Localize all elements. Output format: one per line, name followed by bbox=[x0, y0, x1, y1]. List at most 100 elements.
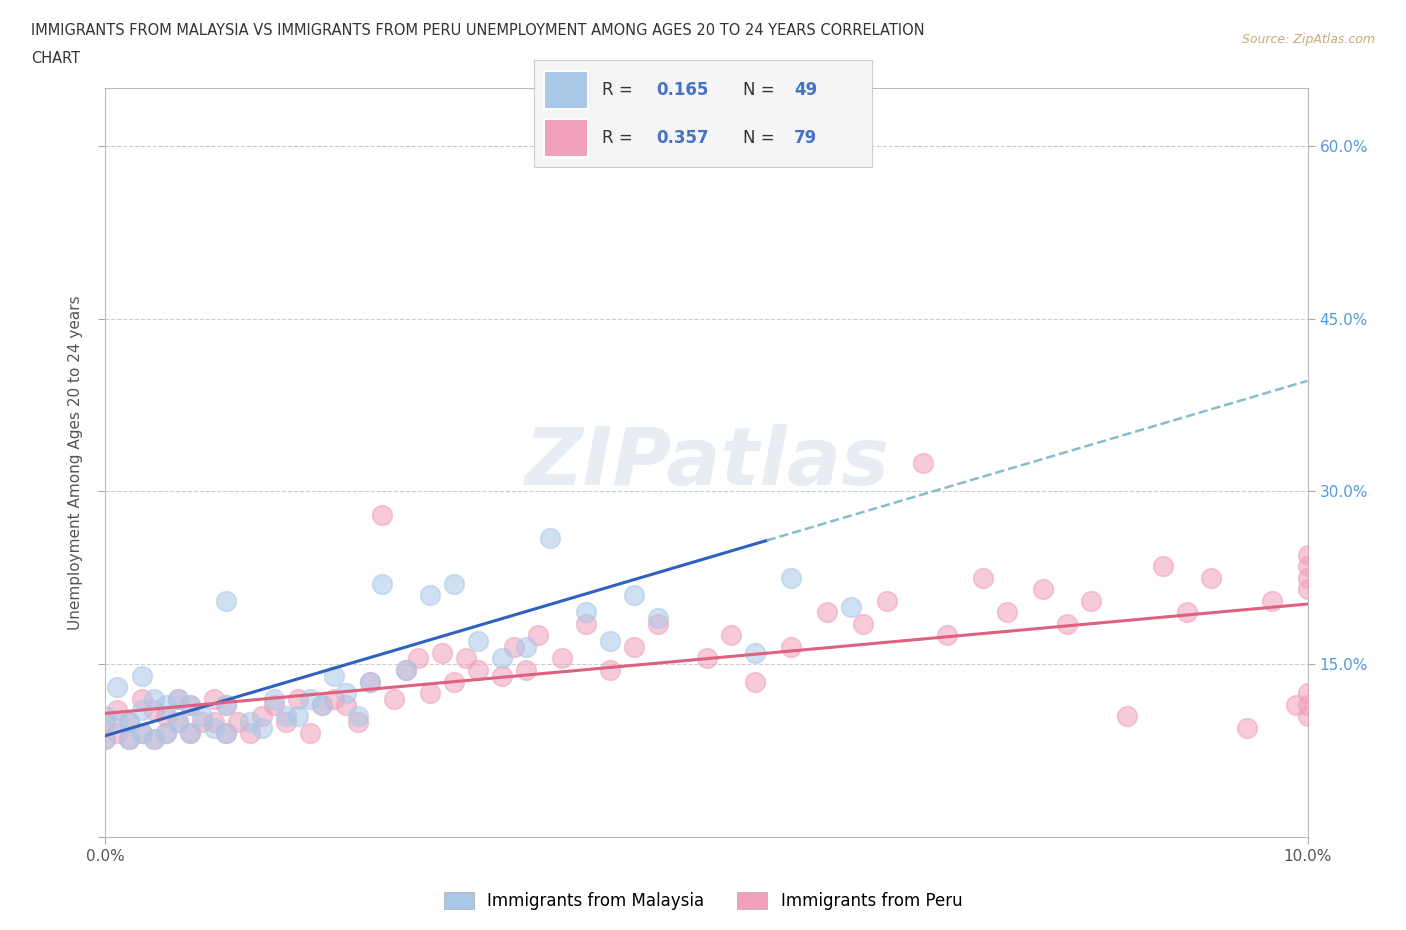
Point bbox=[131, 691, 153, 706]
Point bbox=[131, 726, 153, 741]
Point bbox=[911, 456, 934, 471]
Point bbox=[166, 691, 188, 706]
Point bbox=[1296, 548, 1319, 563]
FancyBboxPatch shape bbox=[544, 72, 588, 109]
Point bbox=[1080, 593, 1102, 608]
Point bbox=[214, 726, 236, 741]
Point bbox=[839, 599, 862, 614]
Point bbox=[623, 640, 645, 655]
Point bbox=[419, 588, 441, 603]
Point bbox=[239, 726, 262, 741]
Point bbox=[454, 651, 477, 666]
Point bbox=[395, 662, 418, 677]
FancyBboxPatch shape bbox=[544, 119, 588, 157]
Text: Source: ZipAtlas.com: Source: ZipAtlas.com bbox=[1241, 33, 1375, 46]
Point bbox=[94, 732, 117, 747]
Point bbox=[335, 698, 357, 712]
Point bbox=[107, 680, 129, 695]
Point bbox=[239, 714, 262, 729]
Point bbox=[298, 726, 321, 741]
Point bbox=[131, 669, 153, 684]
Point bbox=[202, 691, 225, 706]
Point bbox=[190, 714, 212, 729]
Point bbox=[1296, 570, 1319, 585]
Text: IMMIGRANTS FROM MALAYSIA VS IMMIGRANTS FROM PERU UNEMPLOYMENT AMONG AGES 20 TO 2: IMMIGRANTS FROM MALAYSIA VS IMMIGRANTS F… bbox=[31, 23, 925, 38]
Text: ZIPatlas: ZIPatlas bbox=[524, 424, 889, 501]
Text: 79: 79 bbox=[794, 129, 817, 147]
Point bbox=[274, 714, 297, 729]
Point bbox=[1284, 698, 1306, 712]
Point bbox=[527, 628, 550, 643]
Point bbox=[155, 726, 177, 741]
Point bbox=[94, 709, 117, 724]
Point bbox=[647, 611, 669, 626]
Point bbox=[287, 709, 309, 724]
Point bbox=[214, 593, 236, 608]
Point bbox=[371, 507, 394, 522]
Point bbox=[142, 732, 165, 747]
Point bbox=[322, 691, 344, 706]
Point bbox=[179, 698, 201, 712]
Point bbox=[107, 714, 129, 729]
Point bbox=[1296, 559, 1319, 574]
Point bbox=[155, 709, 177, 724]
Point bbox=[250, 720, 273, 735]
Point bbox=[972, 570, 994, 585]
Point bbox=[287, 691, 309, 706]
Point bbox=[359, 674, 381, 689]
Point bbox=[311, 698, 333, 712]
Point bbox=[371, 577, 394, 591]
Point bbox=[131, 703, 153, 718]
Point bbox=[395, 662, 418, 677]
Point bbox=[166, 691, 188, 706]
Point bbox=[1296, 709, 1319, 724]
Point bbox=[263, 698, 285, 712]
Point bbox=[1116, 709, 1139, 724]
Point bbox=[155, 726, 177, 741]
Point bbox=[515, 640, 537, 655]
Point bbox=[322, 669, 344, 684]
Point bbox=[155, 698, 177, 712]
Point bbox=[443, 577, 465, 591]
Point bbox=[696, 115, 718, 130]
Point bbox=[250, 709, 273, 724]
Point bbox=[94, 732, 117, 747]
Point bbox=[382, 691, 405, 706]
Point bbox=[1296, 698, 1319, 712]
Point bbox=[118, 732, 141, 747]
Point bbox=[936, 628, 959, 643]
Point bbox=[1296, 685, 1319, 700]
Point bbox=[1152, 559, 1174, 574]
Point bbox=[467, 633, 489, 648]
Point bbox=[696, 651, 718, 666]
Point bbox=[202, 714, 225, 729]
Point bbox=[623, 588, 645, 603]
Point bbox=[298, 691, 321, 706]
Point bbox=[118, 732, 141, 747]
Point bbox=[744, 645, 766, 660]
Point bbox=[575, 617, 598, 631]
Text: 0.165: 0.165 bbox=[655, 81, 709, 99]
Point bbox=[142, 732, 165, 747]
Point bbox=[311, 698, 333, 712]
Point bbox=[214, 698, 236, 712]
Point bbox=[107, 703, 129, 718]
Point bbox=[214, 698, 236, 712]
Point bbox=[876, 593, 898, 608]
Point bbox=[1056, 617, 1078, 631]
Point bbox=[599, 633, 621, 648]
Text: 49: 49 bbox=[794, 81, 817, 99]
Point bbox=[647, 617, 669, 631]
Point bbox=[538, 530, 561, 545]
Point bbox=[131, 726, 153, 741]
Text: N =: N = bbox=[744, 129, 780, 147]
Point bbox=[575, 605, 598, 620]
Point bbox=[995, 605, 1018, 620]
Point bbox=[226, 714, 249, 729]
Point bbox=[491, 651, 513, 666]
Point bbox=[779, 570, 801, 585]
Point bbox=[263, 691, 285, 706]
Point bbox=[852, 617, 875, 631]
Point bbox=[274, 709, 297, 724]
Text: R =: R = bbox=[602, 129, 638, 147]
